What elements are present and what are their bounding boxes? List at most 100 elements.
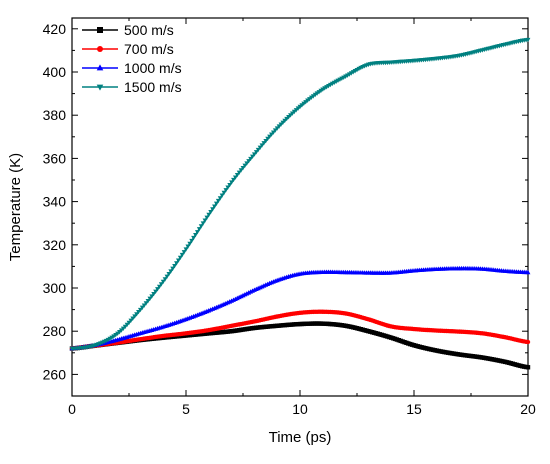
data-point bbox=[139, 305, 145, 311]
data-point bbox=[525, 37, 531, 43]
data-point bbox=[156, 284, 162, 290]
data-point bbox=[219, 193, 225, 198]
data-point bbox=[208, 210, 214, 215]
data-point bbox=[255, 147, 261, 153]
data-point bbox=[204, 215, 210, 221]
data-point bbox=[229, 180, 235, 185]
legend: 500 m/s 700 m/s 1000 m/s 1500 m/s bbox=[82, 22, 182, 95]
data-point bbox=[162, 277, 168, 282]
data-point bbox=[267, 134, 273, 140]
data-point bbox=[221, 190, 227, 196]
data-point bbox=[238, 168, 244, 173]
data-point bbox=[130, 316, 136, 321]
data-point bbox=[168, 269, 174, 274]
legend-marker bbox=[97, 46, 103, 52]
data-point bbox=[181, 250, 187, 255]
y-axis-title: Temperature (K) bbox=[7, 153, 24, 261]
series-700-m-s bbox=[69, 309, 531, 351]
data-point bbox=[187, 241, 193, 247]
data-point bbox=[189, 238, 195, 244]
data-point bbox=[185, 244, 191, 249]
data-point bbox=[525, 339, 531, 345]
data-point bbox=[248, 156, 254, 162]
data-point bbox=[227, 182, 233, 188]
y-tick-label: 400 bbox=[43, 64, 67, 80]
legend-marker bbox=[96, 64, 104, 71]
data-point bbox=[259, 143, 265, 148]
x-tick-label: 5 bbox=[182, 401, 190, 417]
series-1000-m-s bbox=[69, 265, 531, 351]
x-tick-label: 15 bbox=[406, 401, 422, 417]
data-point bbox=[147, 296, 153, 302]
data-point bbox=[269, 132, 274, 137]
data-point bbox=[240, 165, 246, 171]
data-point bbox=[149, 294, 155, 299]
data-point bbox=[246, 159, 252, 164]
legend-item: 500 m/s bbox=[82, 22, 174, 38]
legend-marker bbox=[97, 27, 103, 33]
data-point bbox=[212, 204, 217, 209]
y-tick-label: 320 bbox=[43, 237, 67, 253]
legend-label: 1000 m/s bbox=[124, 60, 182, 76]
data-point bbox=[251, 152, 257, 157]
data-point bbox=[174, 261, 179, 266]
y-tick-label: 300 bbox=[43, 280, 67, 296]
data-point bbox=[202, 218, 208, 223]
y-tick-label: 420 bbox=[43, 21, 67, 37]
y-tick-label: 260 bbox=[43, 366, 67, 382]
data-point bbox=[153, 289, 159, 294]
data-point bbox=[145, 298, 151, 304]
legend-label: 500 m/s bbox=[124, 22, 174, 38]
data-point bbox=[257, 145, 263, 150]
y-tick-label: 340 bbox=[43, 194, 67, 210]
data-point bbox=[143, 301, 149, 306]
x-axis: 0 5 10 15 20 bbox=[68, 18, 536, 417]
legend-label: 1500 m/s bbox=[124, 79, 182, 95]
data-point bbox=[196, 227, 202, 232]
data-point bbox=[164, 274, 170, 280]
data-point bbox=[225, 185, 231, 190]
data-point bbox=[234, 173, 240, 178]
data-point bbox=[126, 320, 132, 326]
data-point bbox=[215, 198, 221, 204]
data-point bbox=[261, 141, 267, 146]
data-point bbox=[191, 235, 197, 241]
data-point bbox=[217, 196, 223, 201]
data-point bbox=[242, 163, 248, 169]
data-point bbox=[223, 188, 229, 193]
data-point bbox=[206, 212, 212, 218]
data-point bbox=[158, 282, 164, 287]
data-point bbox=[137, 307, 143, 313]
x-axis-title: Time (ps) bbox=[269, 429, 332, 446]
y-axis: 260 280 300 320 340 360 380 400 420 bbox=[43, 21, 528, 397]
y-tick-label: 360 bbox=[43, 150, 67, 166]
data-point bbox=[141, 303, 147, 308]
data-point bbox=[244, 161, 250, 166]
data-point bbox=[179, 252, 185, 258]
data-point bbox=[198, 224, 204, 229]
series-layer bbox=[69, 37, 531, 370]
data-point bbox=[194, 230, 200, 235]
series-1500-m-s bbox=[69, 37, 531, 352]
x-tick-label: 0 bbox=[68, 401, 76, 417]
data-point bbox=[253, 150, 259, 155]
data-point bbox=[132, 314, 138, 319]
data-point bbox=[170, 266, 176, 272]
data-point bbox=[134, 312, 140, 317]
series-500-m-s bbox=[69, 321, 531, 370]
data-point bbox=[250, 154, 255, 159]
data-point bbox=[183, 247, 189, 252]
data-point bbox=[525, 365, 531, 370]
data-point bbox=[232, 175, 238, 180]
data-point bbox=[177, 255, 183, 261]
x-tick-label: 20 bbox=[520, 401, 536, 417]
data-point bbox=[155, 287, 160, 292]
data-point bbox=[263, 138, 269, 144]
data-point bbox=[213, 201, 219, 207]
x-tick-label: 10 bbox=[292, 401, 308, 417]
data-point bbox=[265, 136, 271, 142]
legend-label: 700 m/s bbox=[124, 41, 174, 57]
data-point bbox=[151, 291, 157, 297]
data-point bbox=[128, 318, 134, 324]
